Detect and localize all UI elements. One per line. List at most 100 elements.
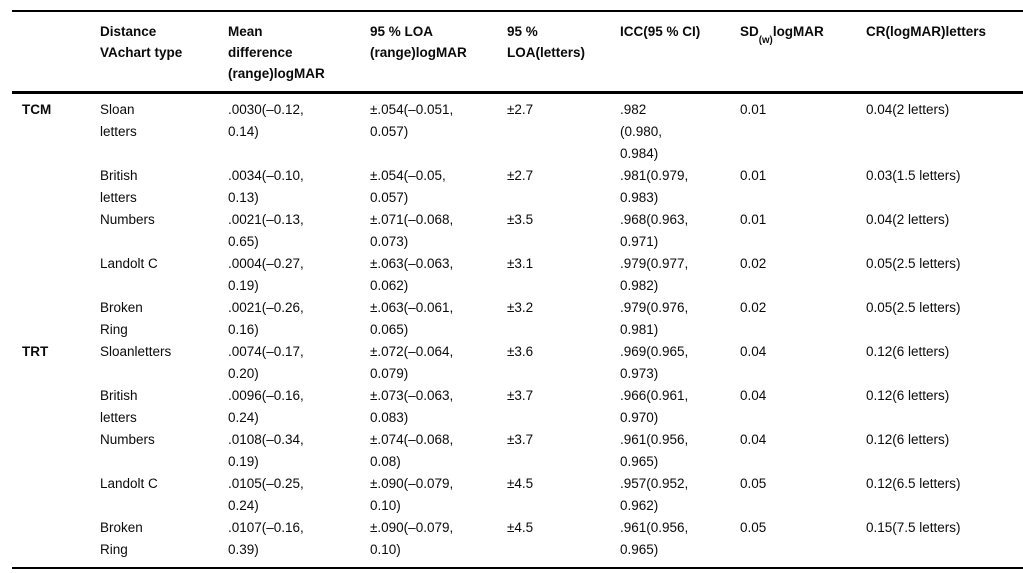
cr-cell: 0.12(6 letters) [866,344,950,359]
sd-cell: 0.04 [740,388,767,403]
loa-range-cell: ±.090(–0.079, 0.10) [370,520,454,557]
row-group-label [12,253,100,297]
icc-cell: .979(0.977, 0.982) [620,256,689,293]
table-row: TRT Sloanletters .0074(–0.17, 0.20) ±.07… [12,341,1023,385]
icc-cell: .982 (0.980, 0.984) [620,102,663,161]
header-loa-range: 95 % LOA (range)logMAR [370,11,507,94]
sd-cell: 0.04 [740,432,767,447]
loa-letters-cell: ±4.5 [507,476,534,491]
sd-cell: 0.04 [740,344,767,359]
cr-cell: 0.04(2 letters) [866,212,950,227]
loa-letters-cell: ±3.2 [507,300,534,315]
chart-type-cell: Numbers [100,212,155,227]
cr-cell: 0.05(2.5 letters) [866,300,961,315]
mean-difference-cell: .0096(–0.16, 0.24) [228,388,304,425]
cr-cell: 0.12(6 letters) [866,432,950,447]
loa-range-cell: ±.072(–0.064, 0.079) [370,344,454,381]
loa-letters-cell: ±2.7 [507,102,534,117]
cr-cell: 0.05(2.5 letters) [866,256,961,271]
loa-letters-cell: ±3.5 [507,212,534,227]
loa-range-cell: ±.090(–0.079, 0.10) [370,476,454,513]
chart-type-cell: Landolt C [100,476,158,491]
loa-range-cell: ±.074(–0.068, 0.08) [370,432,454,469]
table-row: British letters .0034(–0.10, 0.13) ±.054… [12,165,1023,209]
cr-cell: 0.04(2 letters) [866,102,950,117]
table-row: Broken Ring .0021(–0.26, 0.16) ±.063(–0.… [12,297,1023,341]
header-loa-letters: 95 % LOA(letters) [507,11,620,94]
chart-type-cell: Sloan letters [100,102,137,139]
loa-letters-cell: ±4.5 [507,520,534,535]
chart-type-cell: Numbers [100,432,155,447]
loa-letters-cell: ±3.7 [507,388,534,403]
sd-cell: 0.02 [740,256,767,271]
chart-type-cell: Broken Ring [100,300,143,337]
row-group-label [12,473,100,517]
row-group-label [12,209,100,253]
chart-type-cell: Landolt C [100,256,158,271]
header-sd-prefix: SD [740,24,759,39]
mean-difference-cell: .0034(–0.10, 0.13) [228,168,304,205]
chart-type-cell: Broken Ring [100,520,143,557]
table-row: Numbers .0021(–0.13, 0.65) ±.071(–0.068,… [12,209,1023,253]
sd-cell: 0.01 [740,168,767,183]
row-group-label [12,517,100,568]
sd-cell: 0.05 [740,520,767,535]
header-mean-difference: Mean difference (range)logMAR [228,11,370,94]
loa-letters-cell: ±3.1 [507,256,534,271]
icc-cell: .957(0.952, 0.962) [620,476,689,513]
sd-cell: 0.02 [740,300,767,315]
icc-cell: .961(0.956, 0.965) [620,520,689,557]
mean-difference-cell: .0108(–0.34, 0.19) [228,432,304,469]
loa-range-cell: ±.054(–0.05, 0.057) [370,168,446,205]
cr-cell: 0.15(7.5 letters) [866,520,961,535]
loa-letters-cell: ±3.7 [507,432,534,447]
loa-range-cell: ±.071(–0.068, 0.073) [370,212,454,249]
row-group-label [12,385,100,429]
chart-type-cell: British letters [100,388,138,425]
row-group-label: TCM [22,102,52,117]
loa-range-cell: ±.063(–0.063, 0.062) [370,256,454,293]
table-row: Numbers .0108(–0.34, 0.19) ±.074(–0.068,… [12,429,1023,473]
mean-difference-cell: .0074(–0.17, 0.20) [228,344,304,381]
mean-difference-cell: .0107(–0.16, 0.39) [228,520,304,557]
mean-difference-cell: .0004(–0.27, 0.19) [228,256,304,293]
header-sd-subscript: (w) [758,34,773,46]
cr-cell: 0.03(1.5 letters) [866,168,961,183]
row-group-label [12,429,100,473]
cr-cell: 0.12(6 letters) [866,388,950,403]
table-row: British letters .0096(–0.16, 0.24) ±.073… [12,385,1023,429]
mean-difference-cell: .0021(–0.13, 0.65) [228,212,304,249]
header-cr: CR(logMAR)letters [866,11,1023,94]
header-row: Distance VAchart type Mean difference (r… [12,11,1023,94]
icc-cell: .968(0.963, 0.971) [620,212,689,249]
icc-cell: .969(0.965, 0.973) [620,344,689,381]
header-icc: ICC(95 % CI) [620,11,740,94]
header-sd: SD(w)logMAR [740,11,866,94]
header-group [12,11,100,94]
icc-cell: .961(0.956, 0.965) [620,432,689,469]
header-chart-type: Distance VAchart type [100,11,228,94]
table-row: Broken Ring .0107(–0.16, 0.39) ±.090(–0.… [12,517,1023,568]
sd-cell: 0.01 [740,212,767,227]
mean-difference-cell: .0105(–0.25, 0.24) [228,476,304,513]
row-group-label [12,297,100,341]
icc-cell: .966(0.961, 0.970) [620,388,689,425]
icc-cell: .979(0.976, 0.981) [620,300,689,337]
loa-range-cell: ±.054(–0.051, 0.057) [370,102,454,139]
loa-letters-cell: ±3.6 [507,344,534,359]
loa-letters-cell: ±2.7 [507,168,534,183]
cr-cell: 0.12(6.5 letters) [866,476,961,491]
sd-cell: 0.05 [740,476,767,491]
icc-cell: .981(0.979, 0.983) [620,168,689,205]
table-row: Landolt C .0004(–0.27, 0.19) ±.063(–0.06… [12,253,1023,297]
header-sd-suffix: logMAR [772,24,824,39]
table-row: TCM Sloan letters .0030(–0.12, 0.14) ±.0… [12,93,1023,166]
reliability-table-container: Distance VAchart type Mean difference (r… [12,10,1023,569]
chart-type-cell: British letters [100,168,138,205]
table-row: Landolt C .0105(–0.25, 0.24) ±.090(–0.07… [12,473,1023,517]
row-group-label: TRT [22,344,49,359]
sd-cell: 0.01 [740,102,767,117]
reliability-table: Distance VAchart type Mean difference (r… [12,10,1023,569]
row-group-label [12,165,100,209]
mean-difference-cell: .0021(–0.26, 0.16) [228,300,304,337]
